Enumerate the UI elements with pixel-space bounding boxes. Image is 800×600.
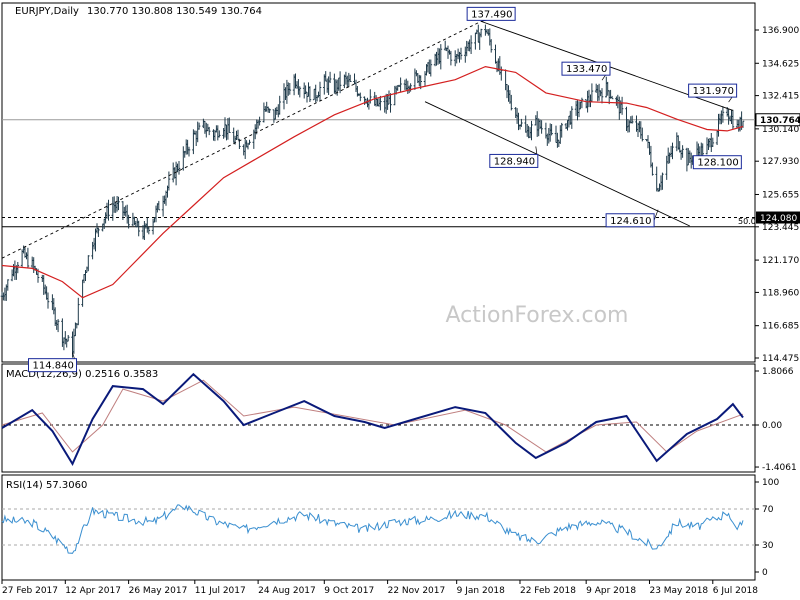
annotation-label: 128.100: [697, 158, 738, 169]
rsi-axis-label: 30: [762, 541, 774, 551]
trendline-0: [1, 20, 482, 259]
price-axis-label: 132.415: [762, 92, 799, 102]
price-axis-label: 114.475: [762, 354, 799, 364]
x-axis-label: 22 Nov 2017: [388, 586, 446, 596]
annotation-label: 124.610: [610, 216, 651, 227]
level-label-box: [756, 211, 800, 224]
annotation-label: 131.970: [693, 86, 734, 97]
x-axis-label: 23 May 2018: [649, 586, 708, 596]
ohlc-values: 130.770 130.808 130.549 130.764: [87, 6, 262, 17]
x-axis-label: 11 Jul 2017: [195, 586, 246, 596]
last-price-box: [755, 113, 800, 127]
rsi-line: [1, 504, 744, 554]
macd-signal-line: [1, 379, 744, 453]
x-axis-label: 9 Oct 2017: [324, 586, 374, 596]
last-price-label: 130.764: [760, 116, 800, 126]
symbol-header: EURJPY,Daily 130.770 130.808 130.549 130…: [15, 6, 262, 17]
price-panel-frame: [1, 2, 756, 363]
macd-line: [1, 372, 744, 467]
chart-watermark: ActionForex.com: [446, 303, 629, 328]
moving-average-line: [1, 65, 744, 299]
x-axis-label: 24 Aug 2017: [258, 586, 316, 596]
overlay-layer: 137.490 133.470 131.970 128.940 124.610 128.1…: [28, 6, 800, 373]
price-axis-label: 125.655: [762, 190, 799, 200]
macd-title: MACD(12,26,9) 0.2516 0.3583: [6, 369, 158, 380]
symbol-label: EURJPY,Daily: [15, 6, 79, 17]
annotation-label: 133.470: [566, 64, 607, 75]
annotation-leader: [653, 209, 659, 221]
annotation-box: [688, 83, 738, 98]
annotation-box: [561, 61, 611, 76]
trendline-2: [424, 101, 690, 227]
rsi-axis-label: 100: [762, 478, 779, 488]
price-axis-label: 121.170: [762, 256, 799, 266]
annotation-label: 128.940: [494, 156, 535, 167]
price-axis-label: 136.900: [762, 26, 799, 36]
annotation-box: [466, 6, 516, 21]
x-axis-label: 9 Apr 2018: [586, 586, 636, 596]
annotation-label: 137.490: [471, 9, 512, 20]
rsi-title: RSI(14) 57.3060: [6, 480, 87, 491]
price-axis-label: 118.960: [762, 288, 799, 298]
annotation-box: [489, 153, 539, 168]
rsi-axis-label: 0: [762, 568, 768, 578]
macd-axis-label: 0.00: [762, 421, 782, 431]
fib-level-label: 50.0: [738, 217, 756, 226]
level-label: 124.080: [760, 214, 797, 224]
x-axis-label: 22 Feb 2018: [520, 586, 576, 596]
x-axis-label: 6 Jul 2018: [713, 586, 758, 596]
x-axis-label: 9 Jan 2018: [457, 586, 505, 596]
x-axis-label: 27 Feb 2017: [2, 586, 58, 596]
x-axis-label: 12 Apr 2017: [65, 586, 121, 596]
annotation-label: 114.840: [33, 361, 74, 372]
price-axis-label: 134.625: [762, 59, 799, 69]
annotation-box: [605, 213, 655, 228]
annotation-box: [692, 155, 742, 170]
price-axis-label: 127.930: [762, 157, 799, 167]
macd-axis-label: 1.8066: [762, 367, 794, 377]
rsi-axis-label: 70: [762, 505, 774, 515]
macd-axis-label: -1.4061: [762, 463, 797, 473]
price-axis-label: 130.140: [762, 125, 799, 135]
price-axis-label: 116.685: [762, 322, 799, 332]
annotation-box: [28, 358, 78, 373]
price-axis-label: 123.445: [762, 223, 799, 233]
price-candles: [0, 24, 745, 358]
x-axis-label: 26 May 2017: [129, 586, 188, 596]
macd-panel-frame: [1, 363, 756, 473]
